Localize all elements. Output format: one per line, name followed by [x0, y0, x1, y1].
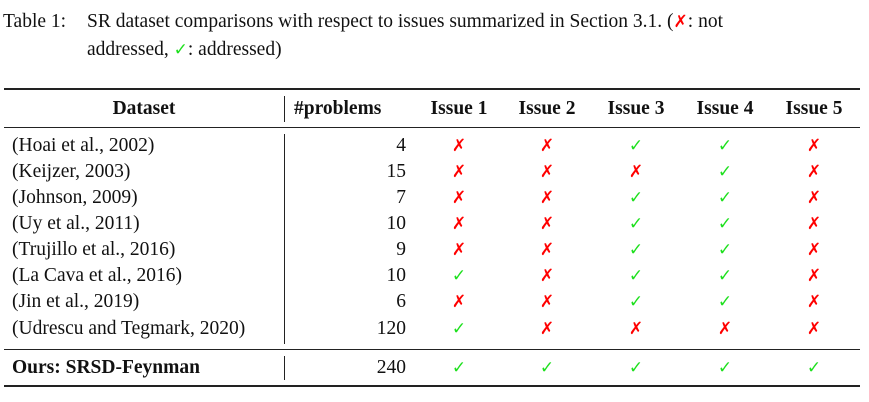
- table-top-rule: [4, 88, 860, 90]
- dataset-name: (Uy et al., 2011): [12, 213, 140, 234]
- check-icon: ✓: [628, 188, 644, 208]
- check-icon: ✓: [717, 358, 733, 378]
- header-problems: #problems: [294, 98, 382, 119]
- cross-icon: ✗: [806, 136, 822, 156]
- cross-icon: ✗: [539, 188, 555, 208]
- cross-icon: ✗: [717, 319, 733, 339]
- problem-count: 9: [396, 239, 406, 260]
- table-row: (Jin et al., 2019) 6 ✗ ✗ ✓ ✓ ✗: [4, 289, 860, 315]
- cross-icon: ✗: [806, 266, 822, 286]
- table-row: (Keijzer, 2003) 15 ✗ ✗ ✗ ✓ ✗: [4, 159, 860, 185]
- cross-icon: ✗: [451, 214, 467, 234]
- check-icon: ✓: [717, 136, 733, 156]
- dataset-name: (La Cava et al., 2016): [12, 265, 183, 286]
- check-icon: ✓: [628, 292, 644, 312]
- problem-count: 7: [396, 187, 406, 208]
- table-row: (La Cava et al., 2016) 10 ✓ ✗ ✓ ✓ ✗: [4, 263, 860, 289]
- cross-icon: ✗: [806, 162, 822, 182]
- caption-legend-not-addressed: : not: [687, 11, 723, 32]
- header-issue-2: Issue 2: [518, 98, 576, 119]
- cross-icon: ✗: [539, 214, 555, 234]
- check-icon: ✓: [451, 319, 467, 339]
- dataset-name: (Udrescu and Tegmark, 2020): [12, 318, 246, 339]
- header-issue-1: Issue 1: [430, 98, 488, 119]
- check-icon: ✓: [806, 358, 822, 378]
- check-icon: ✓: [628, 266, 644, 286]
- cross-icon: ✗: [451, 188, 467, 208]
- column-separator: [284, 134, 285, 344]
- table-bottom-rule: [4, 385, 860, 387]
- table-row: (Johnson, 2009) 7 ✗ ✗ ✓ ✓ ✗: [4, 185, 860, 211]
- table-row: (Uy et al., 2011) 10 ✗ ✗ ✓ ✓ ✗: [4, 211, 860, 237]
- cross-icon: ✗: [806, 319, 822, 339]
- cross-icon: ✗: [806, 240, 822, 260]
- dataset-name: (Johnson, 2009): [12, 187, 138, 208]
- cross-icon: ✗: [539, 266, 555, 286]
- dataset-name-ours: Ours: SRSD-Feynman: [12, 357, 200, 378]
- check-icon: ✓: [628, 214, 644, 234]
- check-icon: ✓: [717, 214, 733, 234]
- table-row: (Udrescu and Tegmark, 2020) 120 ✓ ✗ ✗ ✗ …: [4, 316, 860, 342]
- check-icon: ✓: [628, 240, 644, 260]
- cross-icon: ✗: [806, 188, 822, 208]
- cross-icon: ✗: [673, 12, 688, 32]
- cross-icon: ✗: [539, 162, 555, 182]
- table-caption: Table 1: SR dataset comparisons with resp…: [3, 8, 865, 64]
- cross-icon: ✗: [451, 162, 467, 182]
- table-row: (Trujillo et al., 2016) 9 ✗ ✗ ✓ ✓ ✗: [4, 237, 860, 263]
- dataset-name: (Jin et al., 2019): [12, 291, 140, 312]
- check-icon: ✓: [717, 188, 733, 208]
- check-icon: ✓: [173, 40, 188, 60]
- check-icon: ✓: [451, 266, 467, 286]
- cross-icon: ✗: [539, 240, 555, 260]
- caption-text: SR dataset comparisons with respect to i…: [87, 11, 674, 32]
- table-row: (Hoai et al., 2002) 4 ✗ ✗ ✓ ✓ ✗: [4, 133, 860, 159]
- cross-icon: ✗: [539, 292, 555, 312]
- dataset-name: (Trujillo et al., 2016): [12, 239, 176, 260]
- cross-icon: ✗: [451, 292, 467, 312]
- check-icon: ✓: [717, 240, 733, 260]
- check-icon: ✓: [628, 136, 644, 156]
- problem-count: 6: [396, 291, 406, 312]
- problem-count: 10: [386, 265, 407, 286]
- problem-count: 10: [386, 213, 407, 234]
- cross-icon: ✗: [451, 240, 467, 260]
- table-header-row: Dataset #problems Issue 1 Issue 2 Issue …: [4, 96, 860, 122]
- problem-count: 120: [376, 318, 406, 339]
- cross-icon: ✗: [451, 136, 467, 156]
- caption-text-line2: addressed,: [87, 39, 174, 60]
- dataset-name: (Keijzer, 2003): [12, 161, 131, 182]
- header-issue-5: Issue 5: [785, 98, 843, 119]
- cross-icon: ✗: [628, 162, 644, 182]
- problem-count-ours: 240: [376, 357, 406, 378]
- header-issue-4: Issue 4: [696, 98, 754, 119]
- caption-label: Table 1:: [3, 11, 67, 32]
- column-separator: [284, 96, 285, 122]
- dataset-name: (Hoai et al., 2002): [12, 135, 155, 156]
- column-separator: [284, 356, 285, 380]
- check-icon: ✓: [628, 358, 644, 378]
- problem-count: 15: [386, 161, 407, 182]
- cross-icon: ✗: [539, 136, 555, 156]
- check-icon: ✓: [717, 292, 733, 312]
- cross-icon: ✗: [806, 214, 822, 234]
- table-header-rule: [4, 127, 860, 128]
- table-ours-rule: [4, 349, 860, 350]
- cross-icon: ✗: [628, 319, 644, 339]
- check-icon: ✓: [717, 266, 733, 286]
- cross-icon: ✗: [806, 292, 822, 312]
- cross-icon: ✗: [539, 319, 555, 339]
- check-icon: ✓: [451, 358, 467, 378]
- check-icon: ✓: [539, 358, 555, 378]
- problem-count: 4: [396, 135, 406, 156]
- header-issue-3: Issue 3: [607, 98, 665, 119]
- table-row-ours: Ours: SRSD-Feynman 240 ✓ ✓ ✓ ✓ ✓: [4, 355, 860, 381]
- caption-legend-addressed: : addressed): [187, 39, 282, 60]
- header-dataset: Dataset: [112, 98, 176, 119]
- check-icon: ✓: [717, 162, 733, 182]
